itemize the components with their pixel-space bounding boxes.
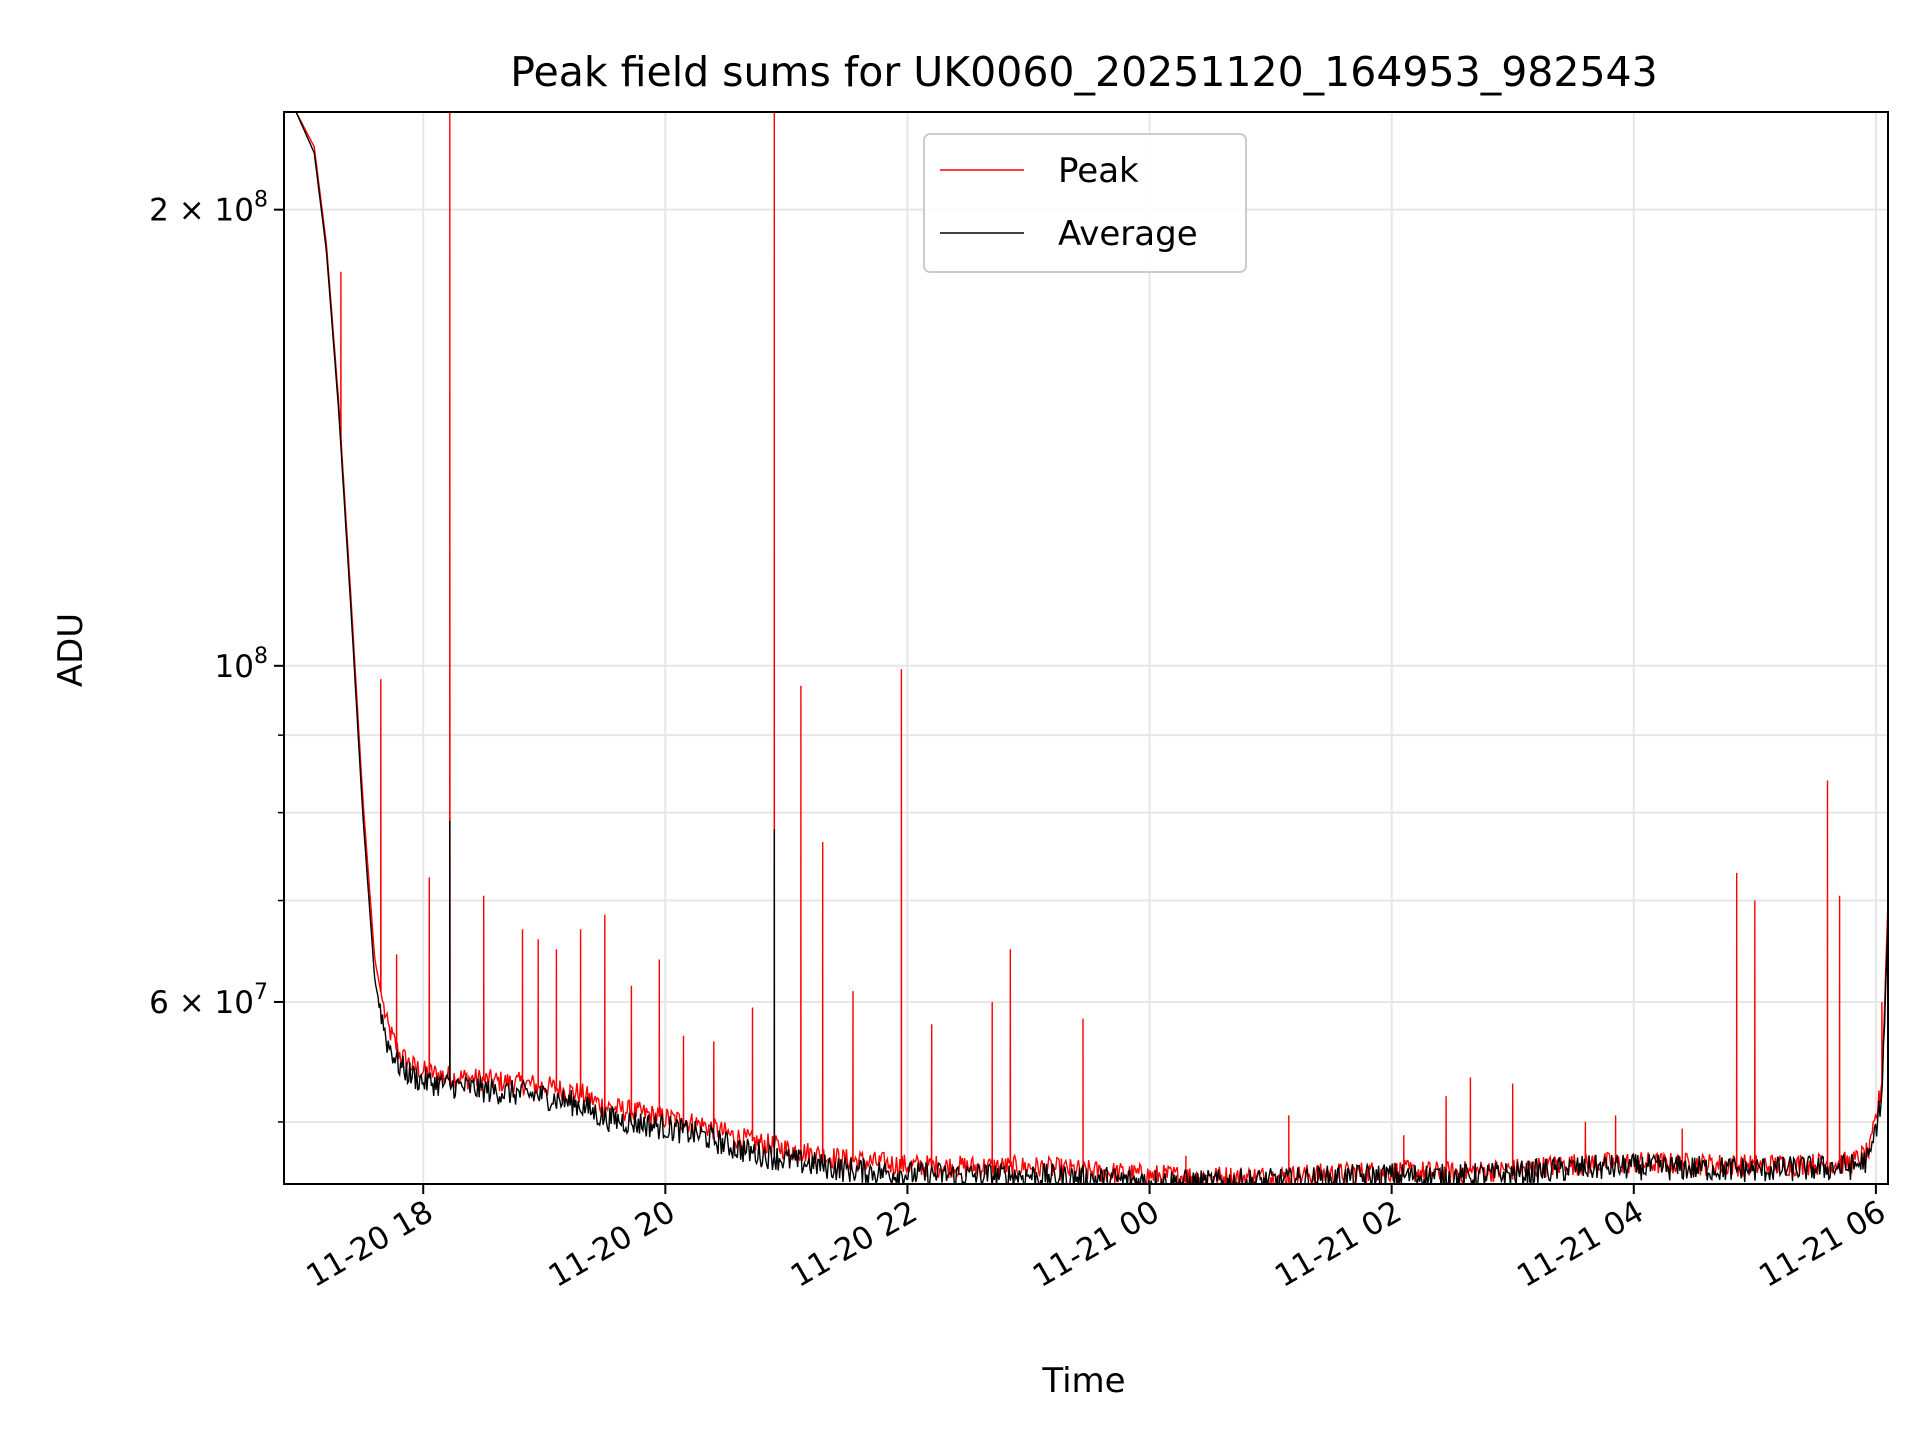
y-tick-label: 2 × 108	[149, 188, 268, 229]
series-average-line	[295, 112, 1888, 1184]
legend: Peak Average	[923, 133, 1247, 273]
y-axis-label: ADU	[51, 613, 91, 687]
x-tick-label: 11-20 22	[785, 1194, 924, 1295]
series-clip-group	[295, 112, 1888, 1184]
x-tick-label: 11-20 18	[300, 1194, 439, 1295]
y-tick-label: 108	[215, 644, 268, 685]
series-peak-line	[295, 112, 1888, 1184]
plot-area	[295, 112, 1888, 1184]
axes-frame	[283, 111, 1889, 1185]
x-tick-label: 11-21 02	[1269, 1194, 1408, 1295]
axes: 11-20 18 11-20 20 11-20 22 11-21 00 11-21 02…	[149, 111, 1892, 1295]
x-tick-label: 11-21 06	[1753, 1194, 1892, 1295]
chart-title: Peak field sums for UK0060_20251120_1649…	[510, 48, 1657, 96]
y-tick-label: 6 × 107	[149, 980, 268, 1021]
x-tick-label: 11-21 00	[1027, 1194, 1166, 1295]
x-tick-label: 11-21 04	[1511, 1194, 1650, 1295]
x-tick-label: 11-20 20	[543, 1194, 682, 1295]
x-axis-label: Time	[1041, 1361, 1125, 1401]
legend-average-label: Average	[1058, 214, 1198, 254]
legend-peak-label: Peak	[1058, 151, 1139, 191]
legend-frame	[923, 133, 1247, 273]
grid	[284, 112, 1888, 1184]
